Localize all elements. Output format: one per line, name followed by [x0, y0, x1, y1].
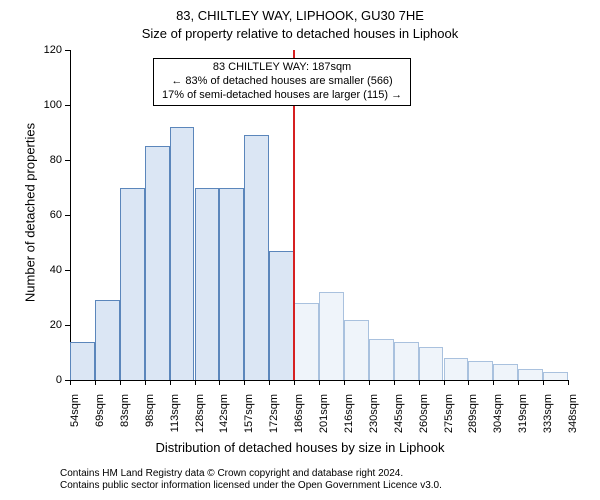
- xtick-mark: [219, 380, 220, 385]
- histogram-bar: [543, 372, 568, 380]
- histogram-bar: [219, 188, 244, 381]
- ytick-label: 80: [32, 154, 62, 166]
- footnote-line1: Contains HM Land Registry data © Crown c…: [60, 468, 442, 480]
- ytick-mark: [65, 215, 70, 216]
- xtick-label: 275sqm: [443, 394, 455, 444]
- xtick-label: 201sqm: [318, 394, 330, 444]
- xtick-label: 142sqm: [218, 394, 230, 444]
- xtick-mark: [468, 380, 469, 385]
- ytick-mark: [65, 105, 70, 106]
- page-subtitle: Size of property relative to detached ho…: [0, 26, 600, 41]
- xtick-mark: [568, 380, 569, 385]
- ytick-mark: [65, 50, 70, 51]
- x-axis-label: Distribution of detached houses by size …: [0, 440, 600, 455]
- xtick-label: 319sqm: [517, 394, 529, 444]
- ytick-label: 100: [32, 99, 62, 111]
- histogram-bar: [269, 251, 294, 380]
- footnote: Contains HM Land Registry data © Crown c…: [60, 468, 442, 492]
- xtick-label: 230sqm: [368, 394, 380, 444]
- xtick-mark: [444, 380, 445, 385]
- xtick-mark: [394, 380, 395, 385]
- xtick-label: 260sqm: [418, 394, 430, 444]
- histogram-bar: [244, 135, 269, 380]
- histogram-bar: [468, 361, 493, 380]
- xtick-label: 216sqm: [343, 394, 355, 444]
- xtick-mark: [170, 380, 171, 385]
- histogram-bar: [369, 339, 394, 380]
- histogram-bar: [319, 292, 344, 380]
- xtick-label: 83sqm: [119, 394, 131, 444]
- xtick-mark: [319, 380, 320, 385]
- xtick-mark: [543, 380, 544, 385]
- histogram-bar: [170, 127, 195, 380]
- xtick-label: 304sqm: [492, 394, 504, 444]
- xtick-label: 289sqm: [467, 394, 479, 444]
- ytick-mark: [65, 325, 70, 326]
- ytick-label: 40: [32, 264, 62, 276]
- xtick-mark: [95, 380, 96, 385]
- xtick-mark: [419, 380, 420, 385]
- xtick-mark: [120, 380, 121, 385]
- xtick-label: 348sqm: [567, 394, 579, 444]
- xtick-label: 172sqm: [268, 394, 280, 444]
- infobox-line2: ← 83% of detached houses are smaller (56…: [162, 75, 402, 89]
- histogram-bar: [493, 364, 518, 381]
- page-title: 83, CHILTLEY WAY, LIPHOOK, GU30 7HE: [0, 8, 600, 23]
- ytick-label: 120: [32, 44, 62, 56]
- ytick-label: 20: [32, 319, 62, 331]
- xtick-label: 98sqm: [144, 394, 156, 444]
- xtick-mark: [145, 380, 146, 385]
- xtick-mark: [518, 380, 519, 385]
- y-axis: [70, 50, 71, 380]
- footnote-line2: Contains public sector information licen…: [60, 480, 442, 492]
- xtick-mark: [344, 380, 345, 385]
- histogram-bar: [518, 369, 543, 380]
- xtick-label: 186sqm: [293, 394, 305, 444]
- xtick-mark: [294, 380, 295, 385]
- xtick-mark: [244, 380, 245, 385]
- xtick-label: 157sqm: [243, 394, 255, 444]
- ytick-mark: [65, 160, 70, 161]
- xtick-mark: [493, 380, 494, 385]
- xtick-label: 333sqm: [542, 394, 554, 444]
- histogram-bar: [419, 347, 444, 380]
- histogram-bar: [120, 188, 145, 381]
- histogram-bar: [444, 358, 469, 380]
- histogram-bar: [294, 303, 319, 380]
- xtick-mark: [269, 380, 270, 385]
- histogram-bar: [394, 342, 419, 381]
- xtick-mark: [195, 380, 196, 385]
- info-annotation-box: 83 CHILTLEY WAY: 187sqm ← 83% of detache…: [153, 58, 411, 106]
- histogram-bar: [344, 320, 369, 381]
- xtick-label: 69sqm: [94, 394, 106, 444]
- ytick-label: 0: [32, 374, 62, 386]
- xtick-mark: [369, 380, 370, 385]
- xtick-label: 54sqm: [69, 394, 81, 444]
- xtick-label: 245sqm: [393, 394, 405, 444]
- histogram-bar: [195, 188, 220, 381]
- ytick-mark: [65, 270, 70, 271]
- xtick-mark: [70, 380, 71, 385]
- histogram-bar: [95, 300, 120, 380]
- xtick-label: 113sqm: [169, 394, 181, 444]
- infobox-line3: 17% of semi-detached houses are larger (…: [162, 89, 402, 103]
- histogram-bar: [70, 342, 95, 381]
- xtick-label: 128sqm: [194, 394, 206, 444]
- chart-container: 83, CHILTLEY WAY, LIPHOOK, GU30 7HE Size…: [0, 0, 600, 500]
- histogram-bar: [145, 146, 170, 380]
- infobox-line1: 83 CHILTLEY WAY: 187sqm: [162, 61, 402, 75]
- ytick-label: 60: [32, 209, 62, 221]
